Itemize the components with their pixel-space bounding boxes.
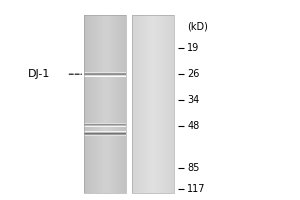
Bar <box>112 15 113 193</box>
Bar <box>87 15 88 193</box>
Bar <box>97 15 98 193</box>
Bar <box>98 15 99 193</box>
Bar <box>160 15 161 193</box>
Bar <box>173 15 174 193</box>
Text: DJ-1: DJ-1 <box>28 69 51 79</box>
Bar <box>170 15 171 193</box>
Bar <box>118 15 119 193</box>
Bar <box>124 15 125 193</box>
Bar <box>166 15 167 193</box>
Bar <box>100 15 101 193</box>
Bar <box>110 15 111 193</box>
Bar <box>140 15 141 193</box>
Bar <box>114 15 115 193</box>
Bar <box>165 15 166 193</box>
Bar <box>132 15 174 193</box>
Bar <box>171 15 172 193</box>
Bar <box>172 15 173 193</box>
Bar <box>119 15 120 193</box>
Bar <box>168 15 169 193</box>
Text: 48: 48 <box>187 121 200 131</box>
Bar <box>167 15 168 193</box>
Bar <box>148 15 149 193</box>
Bar <box>102 15 103 193</box>
Bar <box>105 15 106 193</box>
Bar <box>103 15 104 193</box>
Bar <box>169 15 170 193</box>
Bar <box>106 15 107 193</box>
Bar <box>90 15 91 193</box>
Bar <box>132 15 133 193</box>
Bar <box>154 15 155 193</box>
Bar <box>161 15 162 193</box>
Bar <box>155 15 156 193</box>
Bar <box>111 15 112 193</box>
Bar <box>142 15 143 193</box>
Bar <box>108 15 109 193</box>
Bar <box>92 15 93 193</box>
Bar <box>152 15 153 193</box>
Bar <box>153 15 154 193</box>
Bar <box>107 15 108 193</box>
Bar <box>149 15 150 193</box>
Bar <box>117 15 118 193</box>
Bar <box>159 15 160 193</box>
Bar <box>151 15 152 193</box>
Bar <box>156 15 157 193</box>
Bar <box>144 15 145 193</box>
Bar <box>145 15 146 193</box>
Text: 85: 85 <box>187 163 200 173</box>
Bar <box>138 15 139 193</box>
Bar <box>137 15 138 193</box>
Bar <box>84 15 85 193</box>
Bar <box>89 15 90 193</box>
Bar <box>141 15 142 193</box>
Bar <box>118 15 119 193</box>
Text: 26: 26 <box>187 69 200 79</box>
Bar <box>93 15 94 193</box>
Text: 117: 117 <box>187 184 206 194</box>
Bar <box>157 15 158 193</box>
Bar <box>104 15 105 193</box>
Bar <box>99 15 100 193</box>
Bar <box>164 15 165 193</box>
Bar <box>150 15 151 193</box>
Bar <box>88 15 89 193</box>
Bar <box>115 15 116 193</box>
Bar <box>120 15 121 193</box>
Bar <box>109 15 110 193</box>
Bar <box>84 15 126 193</box>
Bar <box>96 15 97 193</box>
Bar <box>113 15 114 193</box>
Bar <box>86 15 87 193</box>
Bar <box>143 15 144 193</box>
Bar <box>91 15 92 193</box>
Bar <box>94 15 95 193</box>
Bar <box>134 15 135 193</box>
Bar <box>85 15 86 193</box>
Bar <box>162 15 163 193</box>
Bar <box>121 15 122 193</box>
Bar <box>136 15 137 193</box>
Bar <box>125 15 126 193</box>
Bar <box>123 15 124 193</box>
Bar <box>101 15 102 193</box>
Bar <box>147 15 148 193</box>
Text: 19: 19 <box>187 43 200 53</box>
Bar <box>95 15 96 193</box>
Bar <box>122 15 123 193</box>
Bar <box>133 15 134 193</box>
Text: 34: 34 <box>187 95 200 105</box>
Text: (kD): (kD) <box>187 22 208 32</box>
Bar <box>116 15 117 193</box>
Bar <box>146 15 147 193</box>
Bar <box>135 15 136 193</box>
Bar <box>158 15 159 193</box>
Bar <box>163 15 164 193</box>
Bar <box>139 15 140 193</box>
